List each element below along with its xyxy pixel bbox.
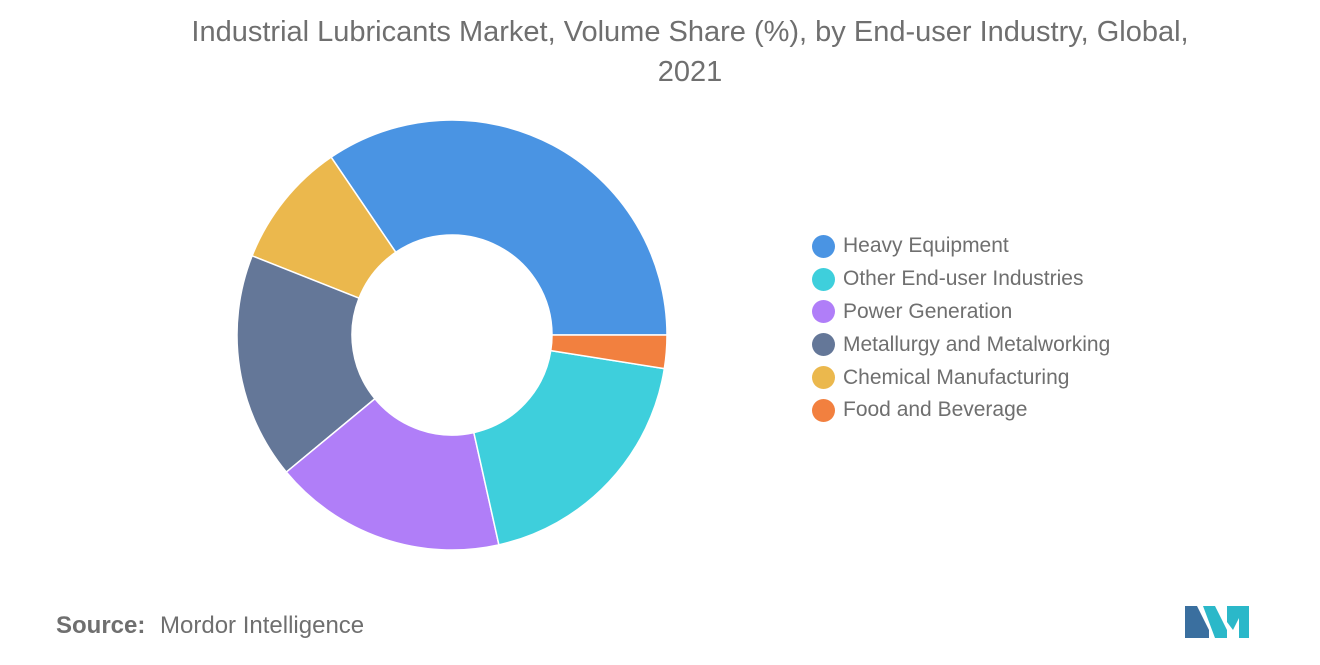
chart-title: Industrial Lubricants Market, Volume Sha… — [60, 12, 1320, 92]
legend-item: Heavy Equipment — [812, 230, 1110, 263]
legend-item: Other End-user Industries — [812, 263, 1110, 296]
donut-slice-metallurgy-and-metalworking — [236, 254, 377, 474]
legend-label: Food and Beverage — [843, 398, 1028, 422]
donut-slice-power-generation — [285, 397, 500, 551]
donut-slice-food-and-beverage — [549, 334, 668, 370]
legend-item: Chemical Manufacturing — [812, 361, 1110, 394]
legend-swatch-icon — [812, 366, 835, 390]
legend-swatch-icon — [812, 398, 835, 422]
legend-item: Metallurgy and Metalworking — [812, 328, 1110, 361]
chart-legend: Heavy Equipment Other End-user Industries… — [812, 230, 1110, 427]
legend-swatch-icon — [812, 300, 835, 324]
legend-item: Power Generation — [812, 296, 1110, 329]
chart-title-line-2: 2021 — [657, 56, 723, 88]
source-label: Source: — [56, 612, 146, 639]
legend-swatch-icon — [812, 333, 835, 357]
mordor-intelligence-logo-icon — [1185, 606, 1249, 638]
legend-swatch-icon — [812, 234, 835, 258]
source-text: Mordor Intelligence — [160, 612, 365, 639]
source-note: Source: Mordor Intelligence — [56, 612, 364, 640]
legend-label: Chemical Manufacturing — [843, 365, 1070, 389]
donut-slice-heavy-equipment — [330, 119, 668, 336]
donut-slice-other-end-user-industries — [472, 349, 666, 546]
legend-label: Power Generation — [843, 299, 1013, 323]
chart-title-line-1: Industrial Lubricants Market, Volume Sha… — [191, 16, 1189, 48]
legend-label: Heavy Equipment — [843, 234, 1009, 258]
legend-label: Other End-user Industries — [843, 267, 1084, 291]
legend-label: Metallurgy and Metalworking — [843, 332, 1111, 356]
legend-item: Food and Beverage — [812, 394, 1110, 427]
legend-swatch-icon — [812, 267, 835, 291]
